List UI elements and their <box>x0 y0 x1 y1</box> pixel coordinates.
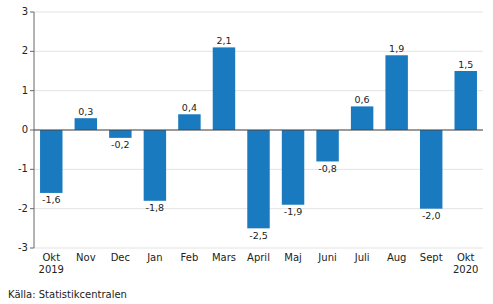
grid-line <box>34 130 483 131</box>
bar <box>455 71 477 130</box>
y-tick-label: 1 <box>22 85 28 96</box>
data-label: 2,1 <box>216 35 231 46</box>
data-label: -1,8 <box>146 202 165 213</box>
grid <box>34 12 483 248</box>
y-tick-label: -3 <box>18 242 28 253</box>
data-label: -0,8 <box>318 163 337 174</box>
y-tick-label: 2 <box>22 45 28 56</box>
x-tick-label: Okt2019 <box>39 252 64 275</box>
x-tick-label: Nov <box>76 252 96 263</box>
y-tick-label: -1 <box>18 163 28 174</box>
data-label: -1,6 <box>42 194 61 205</box>
data-label: -0,2 <box>111 139 130 150</box>
y-tick <box>30 248 34 249</box>
bar <box>247 130 269 228</box>
x-tick-label: Sept <box>420 252 443 263</box>
x-tick-label: April <box>247 252 270 263</box>
bar <box>144 130 166 201</box>
x-tick-label: Juni <box>317 252 336 263</box>
source-text: Källa: Statistikcentralen <box>8 289 127 300</box>
x-tick-label: Juli <box>354 252 370 263</box>
bar <box>40 130 62 193</box>
data-label: 0,6 <box>355 94 370 105</box>
data-label: -2,0 <box>422 210 441 221</box>
chart-container: -3-2-10123-1,60,3-0,2-1,80,42,1-2,5-1,9-… <box>0 0 493 304</box>
y-tick <box>30 12 34 13</box>
x-tick-label: Dec <box>111 252 130 263</box>
bar <box>75 118 97 130</box>
y-tick <box>30 208 34 209</box>
grid-line <box>34 248 483 249</box>
chart: -3-2-10123-1,60,3-0,2-1,80,42,1-2,5-1,9-… <box>0 0 493 304</box>
y-tick-label: -2 <box>18 203 28 214</box>
y-axis: -3 -2 -1 0 1 2 3 <box>18 6 34 253</box>
y-tick <box>30 51 34 52</box>
data-label: 1,9 <box>389 43 404 54</box>
zero-line <box>34 130 483 131</box>
x-tick-label: Maj <box>284 252 302 263</box>
grid-line <box>34 90 483 91</box>
grid-line <box>34 51 483 52</box>
data-label: -2,5 <box>249 230 268 241</box>
data-label: 1,5 <box>458 59 473 70</box>
data-label: 0,4 <box>182 102 197 113</box>
bars <box>40 47 477 228</box>
data-label: 0,3 <box>78 106 93 117</box>
y-tick-label: 0 <box>22 124 28 135</box>
x-tick-label: Jan <box>146 252 162 263</box>
x-tick-label: Aug <box>387 252 407 263</box>
bar <box>420 130 442 209</box>
bar <box>109 130 131 138</box>
bar <box>178 114 200 130</box>
x-tick-label: Okt2020 <box>453 252 478 275</box>
data-label: -1,9 <box>284 206 303 217</box>
y-tick <box>30 169 34 170</box>
bar <box>385 55 407 130</box>
y-tick <box>30 90 34 91</box>
grid-line <box>34 12 483 13</box>
bar <box>282 130 304 205</box>
x-axis: Okt2019 Nov Dec Jan Feb Mars April Maj Juni Juli A… <box>39 252 479 275</box>
data-labels: -1,6 0,3 -0,2 -1,8 0,4 2,1 -2,5 -1,9 -0,8 0,6 1,9 -… <box>42 35 473 240</box>
y-tick-label: 3 <box>22 6 28 17</box>
y-tick <box>30 130 34 131</box>
bar <box>213 47 235 130</box>
x-tick-label: Feb <box>181 252 199 263</box>
x-tick-label: Mars <box>212 252 236 263</box>
bar <box>316 130 338 161</box>
bar <box>351 106 373 130</box>
